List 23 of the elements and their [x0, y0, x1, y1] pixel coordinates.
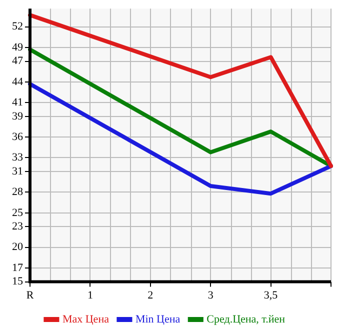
y-tick-label: 49: [12, 41, 24, 54]
y-tick-label: 28: [12, 186, 24, 198]
x-tick-label: 2: [148, 289, 154, 302]
legend-label: Min Цена: [135, 313, 180, 326]
y-tick-label: 25: [12, 206, 24, 219]
y-tick-label: 15: [12, 276, 24, 288]
y-tick-label: 47: [12, 55, 24, 68]
y-tick-label: 33: [12, 152, 24, 164]
x-tick-label: 1: [87, 289, 93, 302]
y-tick-label: 44: [12, 76, 24, 88]
legend-label: Max Цена: [62, 313, 110, 326]
x-tick-label: 3: [208, 289, 214, 302]
y-tick-label: 52: [12, 20, 23, 33]
y-tick-label: 31: [12, 165, 23, 178]
y-tick-label: 23: [12, 220, 24, 233]
y-tick-label: 17: [12, 262, 24, 274]
x-tick-label: R: [26, 289, 34, 302]
y-tick-label: 41: [12, 96, 23, 108]
x-tick-label: 3,5: [264, 289, 278, 302]
y-tick-label: 36: [12, 130, 24, 143]
y-tick-label: 39: [12, 110, 24, 122]
legend-label: Сред.Цена, т.йен: [206, 313, 286, 326]
y-tick-label: 20: [12, 241, 24, 254]
